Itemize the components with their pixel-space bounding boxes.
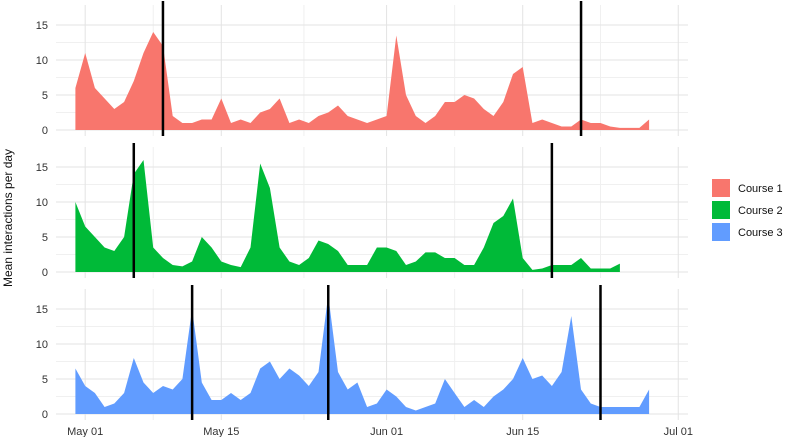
y-tick-label: 5 bbox=[42, 232, 48, 244]
area-course-1 bbox=[75, 32, 650, 130]
panel-1: 0 5 10 15 bbox=[36, 1, 688, 137]
panel-2: 0 5 10 15 bbox=[36, 143, 688, 279]
legend-label: Course 3 bbox=[738, 227, 783, 239]
area-course-3 bbox=[75, 295, 650, 414]
x-tick-label: Jul 01 bbox=[664, 426, 693, 437]
y-tick-label: 15 bbox=[36, 20, 48, 32]
legend-swatch bbox=[712, 201, 730, 219]
x-axis: May 01 May 15 Jun 01 Jun 15 Jul 01 bbox=[67, 426, 693, 437]
y-tick-label: 10 bbox=[36, 339, 48, 351]
minor-gridlines bbox=[56, 147, 688, 278]
y-tick-label: 15 bbox=[36, 162, 48, 174]
legend-swatch bbox=[712, 223, 730, 241]
legend-label: Course 2 bbox=[738, 205, 783, 217]
area-course-2 bbox=[75, 160, 620, 272]
y-tick-label: 15 bbox=[36, 304, 48, 316]
x-tick-label: May 01 bbox=[67, 426, 103, 437]
legend-label: Course 1 bbox=[738, 183, 783, 195]
y-tick-label: 10 bbox=[36, 55, 48, 67]
x-tick-label: Jun 15 bbox=[506, 426, 539, 437]
y-tick-label: 5 bbox=[42, 374, 48, 386]
y-tick-label: 0 bbox=[42, 267, 48, 279]
chart-panels: 0 5 10 15 0 5 10 15 0 5 10 15 bbox=[36, 1, 688, 421]
y-tick-label: 0 bbox=[42, 125, 48, 137]
legend: Course 1 Course 2 Course 3 bbox=[712, 179, 783, 241]
y-axis-title: Mean interactions per day bbox=[1, 149, 15, 287]
y-tick-label: 0 bbox=[42, 409, 48, 421]
x-tick-label: May 15 bbox=[203, 426, 239, 437]
legend-swatch bbox=[712, 179, 730, 197]
y-tick-label: 10 bbox=[36, 197, 48, 209]
x-tick-label: Jun 01 bbox=[370, 426, 403, 437]
y-tick-label: 5 bbox=[42, 90, 48, 102]
panel-3: 0 5 10 15 bbox=[36, 285, 688, 421]
